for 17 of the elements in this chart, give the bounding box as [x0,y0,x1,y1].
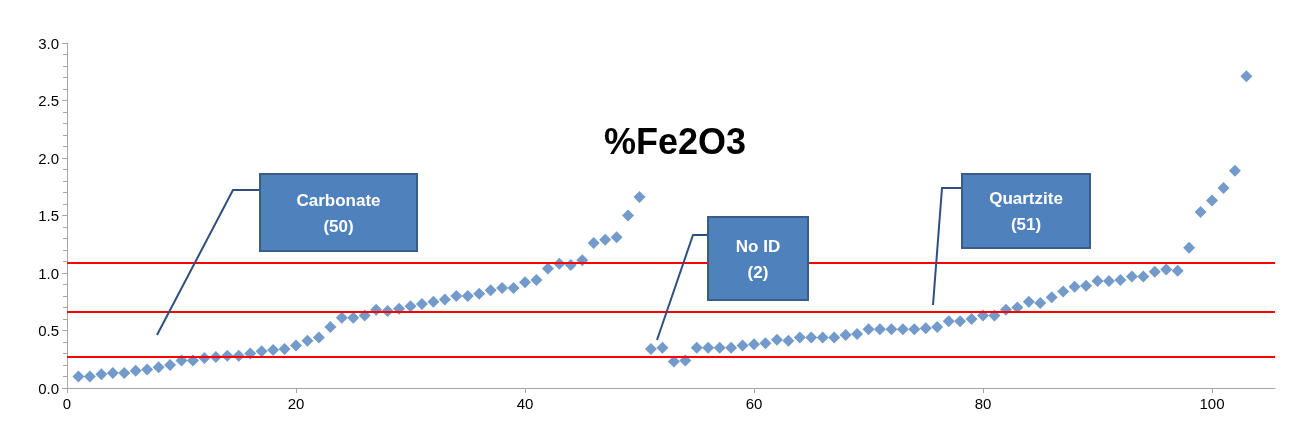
x-tick-label: 0 [62,395,72,412]
y-tick-label: 1.5 [38,207,59,224]
x-tick-label: 60 [745,395,763,412]
annotation: Carbonate (50) [296,190,381,236]
x-tick-label: 40 [516,395,534,412]
x-tick-label: 80 [974,395,992,412]
y-tick-label: 0.0 [38,379,59,397]
text: %Fe2O3 [603,120,747,162]
annotation: Quartzite (51) [989,189,1063,234]
annotation: No ID (2) [735,236,781,282]
y-tick-label: 3.0 [38,34,59,52]
y-tick-label: 0.5 [38,322,59,339]
y-tick-label: 2.0 [38,149,59,167]
x-tick-label: 100 [1199,395,1225,412]
y-tick-label: 2.5 [38,92,59,109]
x-tick-label: 20 [287,395,305,412]
y-tick-label: 1.0 [38,264,59,282]
